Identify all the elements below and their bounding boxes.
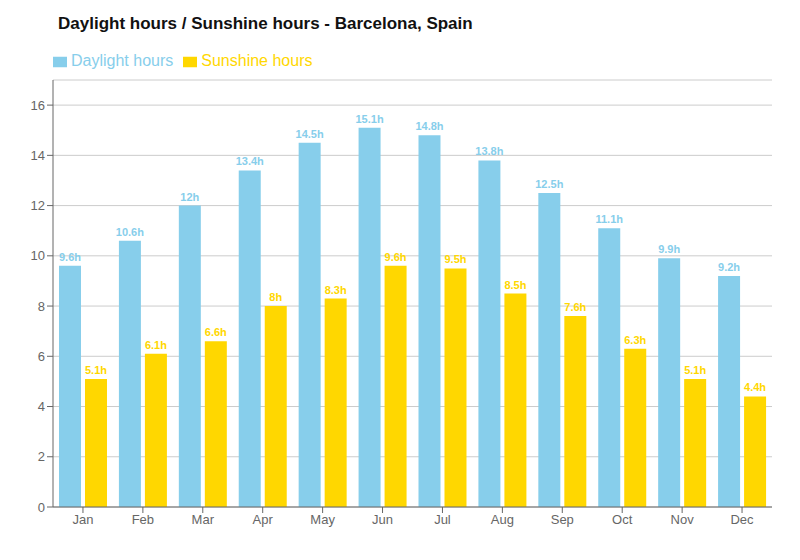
html-text:Daylight hours: Daylight hours bbox=[71, 52, 174, 69]
svg-text:Feb: Feb bbox=[132, 512, 154, 527]
svg-text:2: 2 bbox=[38, 449, 45, 464]
svg-text:10.6h: 10.6h bbox=[116, 226, 144, 238]
svg-text:13.8h: 13.8h bbox=[475, 145, 503, 157]
html-text:Sunshine hours: Sunshine hours bbox=[201, 52, 313, 69]
svg-text:14: 14 bbox=[31, 148, 45, 163]
svg-text:4.4h: 4.4h bbox=[744, 381, 766, 393]
svg-text:9.5h: 9.5h bbox=[444, 253, 466, 265]
svg-text:12h: 12h bbox=[180, 191, 199, 203]
svg-text:8h: 8h bbox=[269, 291, 282, 303]
svg-text:8.5h: 8.5h bbox=[504, 279, 526, 291]
svg-text:8: 8 bbox=[38, 299, 45, 314]
svg-text:9.6h: 9.6h bbox=[59, 251, 81, 263]
svg-text:Aug: Aug bbox=[491, 512, 514, 527]
svg-text:5.1h: 5.1h bbox=[684, 364, 706, 376]
svg-text:14.5h: 14.5h bbox=[296, 128, 324, 140]
svg-text:9.6h: 9.6h bbox=[385, 251, 407, 263]
svg-text:5.1h: 5.1h bbox=[85, 364, 107, 376]
svg-text:12.5h: 12.5h bbox=[535, 178, 563, 190]
svg-text:10: 10 bbox=[31, 248, 45, 263]
svg-text:14.8h: 14.8h bbox=[415, 120, 443, 132]
svg-text:4: 4 bbox=[38, 399, 45, 414]
svg-text:6.3h: 6.3h bbox=[624, 334, 646, 346]
svg-text:9.2h: 9.2h bbox=[718, 261, 740, 273]
svg-text:7.6h: 7.6h bbox=[564, 301, 586, 313]
svg-text:Sep: Sep bbox=[551, 512, 574, 527]
svg-text:8.3h: 8.3h bbox=[325, 284, 347, 296]
svg-text:6.1h: 6.1h bbox=[145, 339, 167, 351]
svg-text:12: 12 bbox=[31, 198, 45, 213]
svg-text:6.6h: 6.6h bbox=[205, 326, 227, 338]
svg-text:11.1h: 11.1h bbox=[595, 213, 623, 225]
svg-text:Oct: Oct bbox=[612, 512, 633, 527]
svg-text:Jul: Jul bbox=[434, 512, 451, 527]
svg-text:May: May bbox=[310, 512, 335, 527]
svg-text:9.9h: 9.9h bbox=[658, 243, 680, 255]
svg-text:Jun: Jun bbox=[372, 512, 393, 527]
svg-text:6: 6 bbox=[38, 349, 45, 364]
svg-text:Jan: Jan bbox=[72, 512, 93, 527]
svg-text:Dec: Dec bbox=[730, 512, 754, 527]
svg-text:Apr: Apr bbox=[253, 512, 274, 527]
svg-text:15.1h: 15.1h bbox=[356, 113, 384, 125]
html-text:Daylight hours / Sunshine hour: Daylight hours / Sunshine hours - Barcel… bbox=[58, 14, 473, 33]
svg-text:16: 16 bbox=[31, 98, 45, 113]
svg-text:0: 0 bbox=[38, 500, 45, 515]
svg-text:Mar: Mar bbox=[192, 512, 215, 527]
svg-text:13.4h: 13.4h bbox=[236, 155, 264, 167]
svg-text:Nov: Nov bbox=[671, 512, 695, 527]
